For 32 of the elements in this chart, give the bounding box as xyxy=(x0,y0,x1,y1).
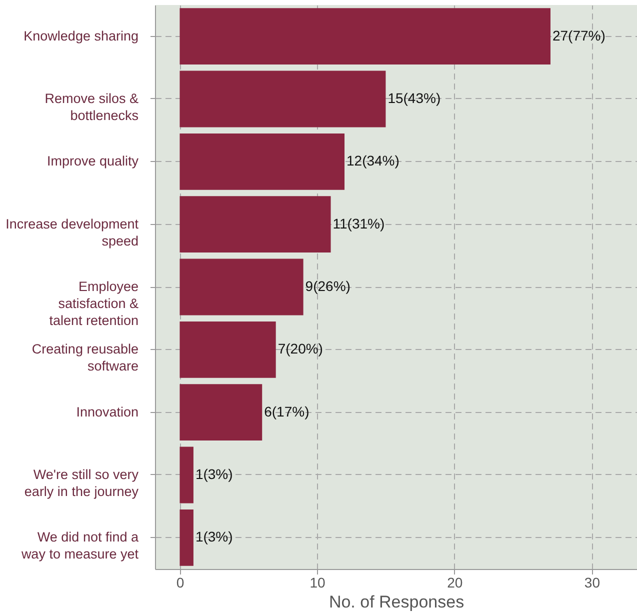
x-tick-label: 10 xyxy=(310,574,326,590)
data-label: 9(26%) xyxy=(305,278,350,294)
x-tick-label: 0 xyxy=(176,574,184,590)
y-tick-label: Creating reusable software xyxy=(32,342,138,374)
y-tick-label: Remove silos & bottlenecks xyxy=(44,91,139,123)
y-tick-label: Improve quality xyxy=(46,154,139,169)
y-tick-label: We did not find a way to measure yet xyxy=(20,530,139,562)
y-tick-label: We're still so very early in the journey xyxy=(24,467,139,499)
bar xyxy=(180,509,194,566)
data-label: 1(3%) xyxy=(195,466,233,482)
bar xyxy=(180,384,262,441)
bar xyxy=(180,321,276,378)
bar xyxy=(180,70,386,128)
data-label: 15(43%) xyxy=(388,90,441,106)
bar xyxy=(180,446,194,504)
x-tick-label: 30 xyxy=(584,574,600,590)
data-label: 7(20%) xyxy=(278,340,323,357)
y-tick-label: Employee satisfaction & talent retention xyxy=(49,279,138,328)
bar xyxy=(180,133,345,190)
x-axis-title: No. of Responses xyxy=(328,592,464,612)
y-tick-label: Increase development speed xyxy=(6,216,139,248)
data-label: 1(3%) xyxy=(195,528,233,545)
bar xyxy=(180,8,550,65)
y-tick-label: Knowledge sharing xyxy=(24,28,138,44)
data-label: 27(77%) xyxy=(552,27,606,44)
bar xyxy=(180,196,331,253)
data-label: 11(31%) xyxy=(332,215,385,232)
bar xyxy=(180,258,304,316)
data-label: 6(17%) xyxy=(264,403,310,420)
data-label: 12(34%) xyxy=(346,152,400,169)
x-tick-label: 20 xyxy=(447,574,463,590)
y-tick-label: Innovation xyxy=(76,404,138,420)
